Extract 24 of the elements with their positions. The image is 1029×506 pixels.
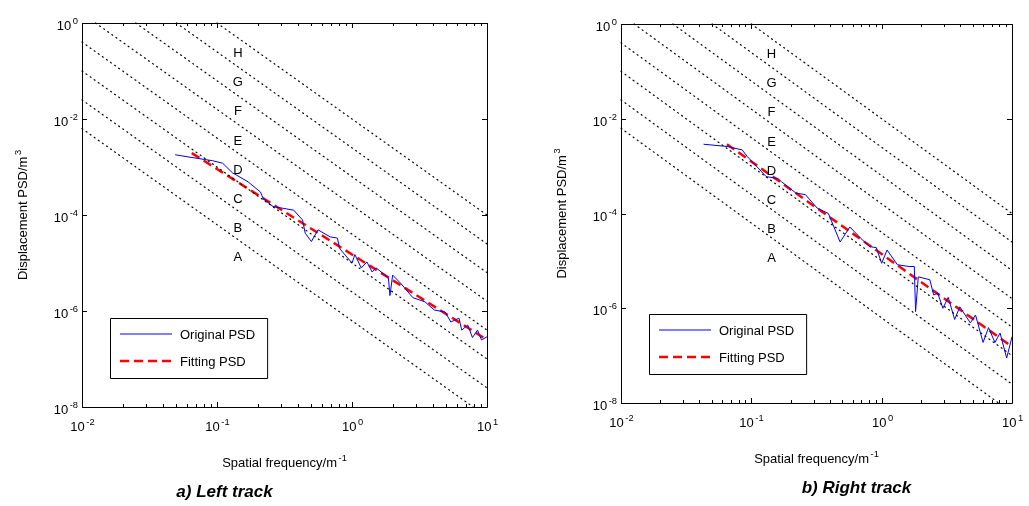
annotation: H [233, 45, 243, 60]
legend-label: Fitting PSD [180, 354, 246, 369]
annotation: F [233, 103, 242, 119]
annotation: D [766, 162, 777, 178]
annotation: D [233, 161, 243, 177]
legend-label: Fitting PSD [719, 350, 785, 365]
annotation: B [233, 220, 243, 236]
annotation: A [767, 250, 777, 266]
annotation: A [233, 249, 243, 265]
legend-label: Original PSD [719, 323, 795, 338]
text: b) Right track [801, 478, 913, 497]
annotation: G [766, 75, 777, 91]
y-axis-title: Displacement PSD/m3 [13, 149, 30, 281]
annotation: F [767, 104, 776, 120]
annotation: H [766, 46, 777, 61]
annotation: C [766, 192, 777, 207]
annotation: B [767, 221, 776, 237]
legend-label: Original PSD [180, 327, 256, 342]
annotation: E [233, 132, 243, 148]
annotation: C [233, 191, 243, 206]
text: a) Left track [176, 482, 275, 501]
y-axis-title: Displacement PSD/m3 [552, 148, 569, 279]
annotation: E [767, 133, 777, 149]
annotation: G [232, 74, 243, 90]
